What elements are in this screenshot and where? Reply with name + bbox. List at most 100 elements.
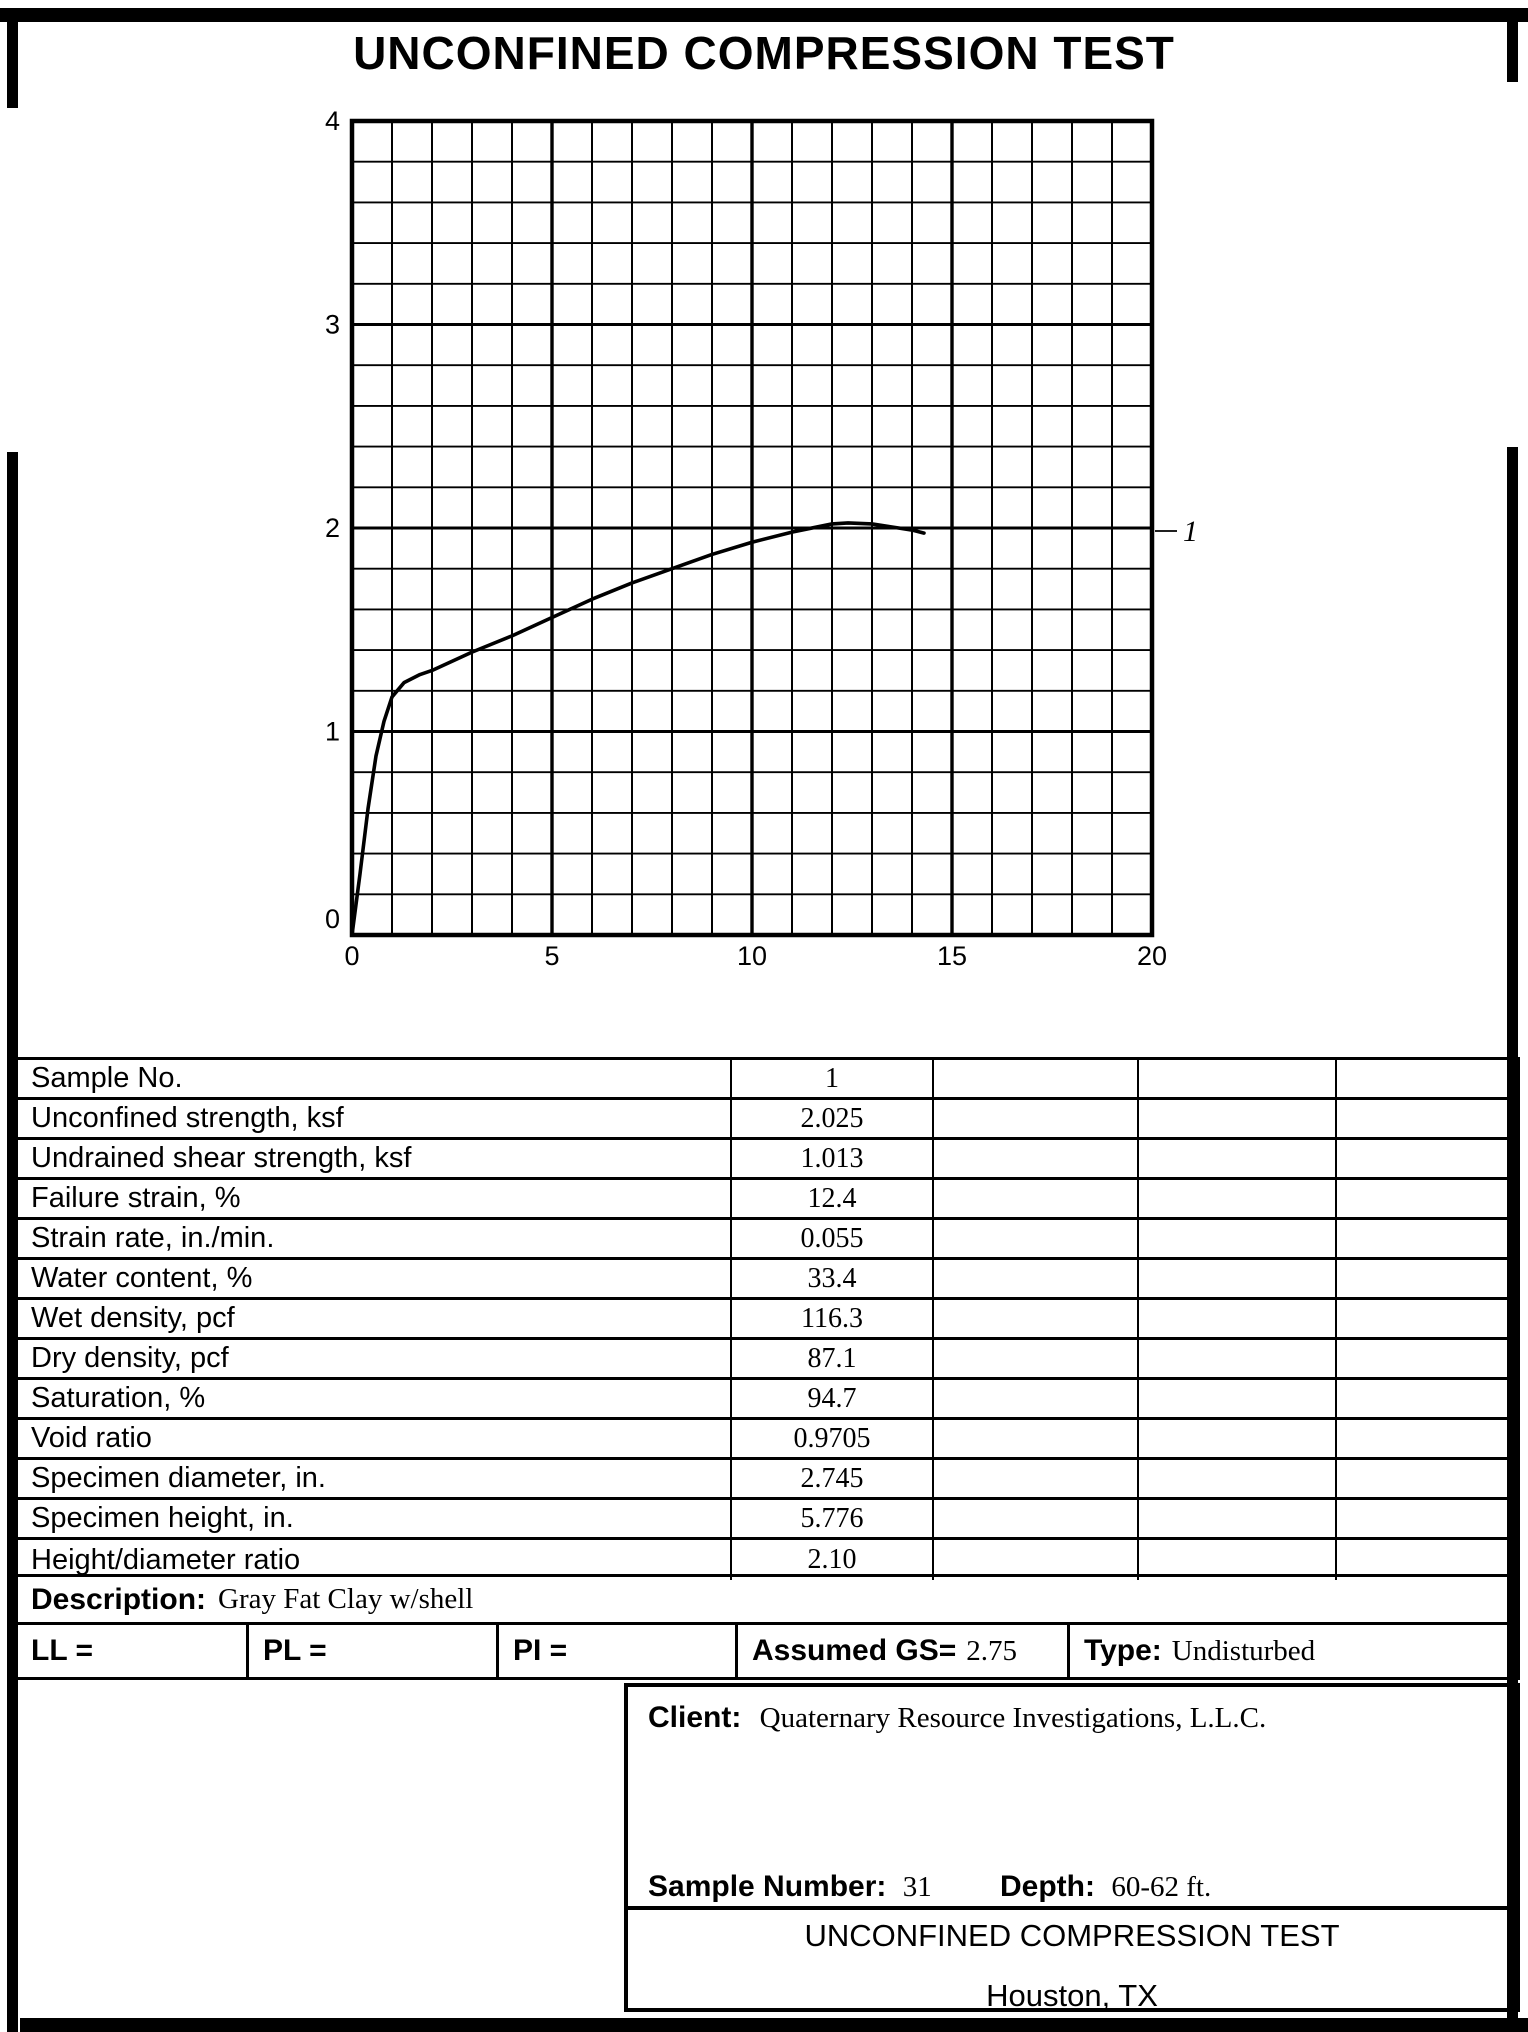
y-tick-label: 1 [325, 717, 340, 747]
metric-empty-cell [1139, 1260, 1337, 1300]
metric-empty-cell [1337, 1460, 1517, 1500]
depth-group: Depth: 60-62 ft. [1000, 1870, 1211, 1904]
metric-value-cell: 2.10 [732, 1540, 934, 1580]
metric-empty-cell [934, 1260, 1139, 1300]
depth-value: 60-62 ft. [1111, 1871, 1212, 1903]
description-row: Description: Gray Fat Clay w/shell [14, 1577, 1520, 1625]
metric-empty-cell [1337, 1220, 1517, 1260]
metric-value-cell: 0.9705 [732, 1420, 934, 1460]
metric-empty-cell [1139, 1460, 1337, 1500]
metric-label-cell: Undrained shear strength, ksf [17, 1140, 732, 1180]
metric-value-cell: 1.013 [732, 1140, 934, 1180]
metric-empty-cell [934, 1540, 1139, 1580]
client-box: Client: Quaternary Resource Investigatio… [624, 1683, 1520, 2013]
y-tick-label: 4 [325, 106, 340, 136]
metric-empty-cell [1139, 1500, 1337, 1540]
type-value: Undisturbed [1171, 1634, 1316, 1667]
y-tick-label: 0 [325, 904, 340, 934]
metric-empty-cell [934, 1500, 1139, 1540]
metric-empty-cell [1337, 1540, 1517, 1580]
metric-empty-cell [934, 1140, 1139, 1180]
client-label: Client: [648, 1701, 742, 1734]
page-border-left-upper [7, 8, 18, 108]
metric-empty-cell [1139, 1540, 1337, 1580]
metric-empty-cell [934, 1220, 1139, 1260]
metric-empty-cell [1139, 1060, 1337, 1100]
pi-label: PI = [513, 1634, 568, 1667]
footer-test-title: UNCONFINED COMPRESSION TEST [804, 1918, 1340, 1953]
metric-label-cell: Strain rate, in./min. [17, 1220, 732, 1260]
metric-label-cell: Water content, % [17, 1260, 732, 1300]
client-box-divider [628, 1906, 1516, 1910]
metric-empty-cell [1337, 1100, 1517, 1140]
metric-empty-cell [1337, 1260, 1517, 1300]
metric-label-cell: Void ratio [17, 1420, 732, 1460]
pi-cell: PI = [499, 1625, 738, 1677]
metric-empty-cell [934, 1420, 1139, 1460]
curve-series-1 [350, 521, 926, 937]
ll-cell: LL = [17, 1625, 249, 1677]
page-title: UNCONFINED COMPRESSION TEST [353, 27, 1175, 79]
metric-empty-cell [1139, 1140, 1337, 1180]
assumed-gs-value: 2.75 [966, 1634, 1017, 1667]
sample-number-label: Sample Number: [648, 1870, 887, 1903]
metrics-table: Sample No. 1 Unconfined strength, ksf 2.025… [14, 1057, 1520, 1580]
metric-label-cell: Failure strain, % [17, 1180, 732, 1220]
metric-value-cell: 116.3 [732, 1300, 934, 1340]
metric-empty-cell [1337, 1300, 1517, 1340]
metric-empty-cell [1337, 1380, 1517, 1420]
sample-depth-line: Sample Number: 31 Depth: 60-62 ft. [648, 1870, 1498, 1904]
description-value: Gray Fat Clay w/shell [218, 1583, 474, 1615]
plot-border [349, 118, 1155, 938]
assumed-gs-cell: Assumed GS= 2.75 [738, 1625, 1070, 1677]
metric-empty-cell [1139, 1300, 1337, 1340]
pl-cell: PL = [249, 1625, 499, 1677]
x-tick-label: 15 [937, 941, 967, 971]
type-cell: Type: Undisturbed [1070, 1625, 1517, 1677]
metric-label-cell: Sample No. [17, 1060, 732, 1100]
metric-label-cell: Wet density, pcf [17, 1300, 732, 1340]
metric-empty-cell [1337, 1180, 1517, 1220]
footer-location: Houston, TX [986, 1978, 1158, 2013]
metric-empty-cell [1337, 1420, 1517, 1460]
metric-label-cell: Height/diameter ratio [17, 1540, 732, 1580]
description-label: Description: [31, 1582, 207, 1616]
ll-label: LL = [31, 1634, 93, 1667]
x-tick-label: 0 [344, 941, 359, 971]
metric-empty-cell [1337, 1500, 1517, 1540]
metric-label-cell: Dry density, pcf [17, 1340, 732, 1380]
metric-value-cell: 87.1 [732, 1340, 934, 1380]
metric-empty-cell [1139, 1420, 1337, 1460]
stress-strain-chart: 0 5 10 15 20 0 1 2 3 4 1 [325, 106, 1198, 971]
y-tick-label: 2 [325, 513, 340, 543]
sample-number-value: 31 [902, 1871, 932, 1903]
metric-empty-cell [1139, 1380, 1337, 1420]
page-border-right-main [1507, 447, 1518, 2032]
metric-value-cell: 0.055 [732, 1220, 934, 1260]
x-tick-label: 5 [544, 941, 559, 971]
metric-empty-cell [934, 1180, 1139, 1220]
metric-empty-cell [1337, 1140, 1517, 1180]
page-border-left-main [7, 452, 18, 2032]
metric-value-cell: 94.7 [732, 1380, 934, 1420]
atterberg-row: LL = PL = PI = Assumed GS= 2.75 Type: Un… [14, 1625, 1520, 1680]
metric-value-cell: 12.4 [732, 1180, 934, 1220]
metric-empty-cell [934, 1380, 1139, 1420]
client-line: Client: Quaternary Resource Investigatio… [648, 1701, 1266, 1735]
page-border-bottom [20, 2018, 1528, 2032]
metric-empty-cell [1139, 1220, 1337, 1260]
metric-value-cell: 1 [732, 1060, 934, 1100]
metric-label-cell: Specimen height, in. [17, 1500, 732, 1540]
metric-empty-cell [1139, 1100, 1337, 1140]
metric-label-cell: Saturation, % [17, 1380, 732, 1420]
pl-label: PL = [263, 1634, 327, 1667]
metric-empty-cell [1139, 1180, 1337, 1220]
metric-label-cell: Unconfined strength, ksf [17, 1100, 732, 1140]
series-label: 1 [1183, 515, 1198, 548]
metric-empty-cell [1337, 1060, 1517, 1100]
x-tick-label: 20 [1137, 941, 1167, 971]
metric-empty-cell [934, 1100, 1139, 1140]
metric-empty-cell [934, 1300, 1139, 1340]
page-border-top [0, 8, 1528, 22]
